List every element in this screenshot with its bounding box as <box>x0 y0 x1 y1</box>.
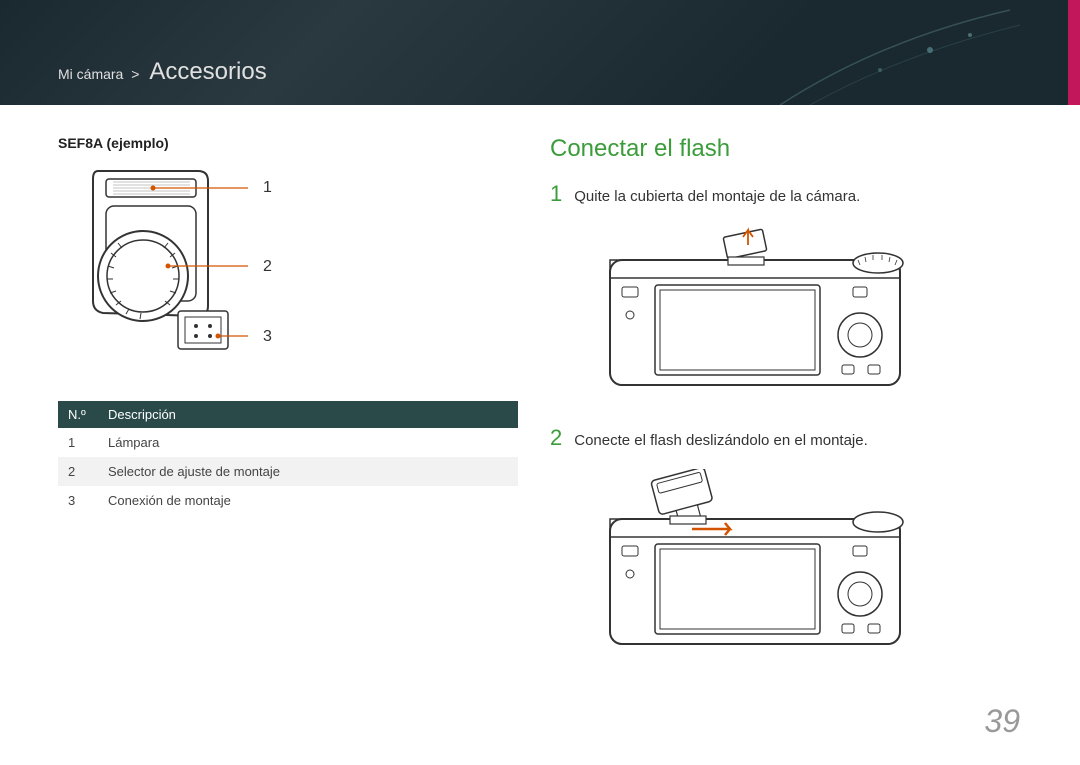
breadcrumb-separator: > <box>131 66 139 82</box>
cell-num: 3 <box>58 486 98 515</box>
accent-bar <box>1068 0 1080 105</box>
callout-3: 3 <box>263 328 272 346</box>
callout-2: 2 <box>263 258 272 276</box>
step-2: 2 Conecte el flash deslizándolo en el mo… <box>550 425 1022 451</box>
callout-1: 1 <box>263 179 272 197</box>
camera-illustration-2 <box>600 469 920 654</box>
cell-num: 1 <box>58 428 98 457</box>
section-title: Conectar el flash <box>550 135 1022 163</box>
left-column: SEF8A (ejemplo) <box>58 135 530 684</box>
table-row: 2 Selector de ajuste de montaje <box>58 457 518 486</box>
cell-desc: Conexión de montaje <box>98 486 518 515</box>
flash-subtitle: SEF8A (ejemplo) <box>58 135 530 151</box>
table-row: 3 Conexión de montaje <box>58 486 518 515</box>
parts-table: N.º Descripción 1 Lámpara 2 Selector de … <box>58 401 518 515</box>
step-number: 2 <box>550 425 562 451</box>
right-column: Conectar el flash 1 Quite la cubierta de… <box>550 135 1022 684</box>
breadcrumb-parent: Mi cámara <box>58 66 123 82</box>
cell-desc: Lámpara <box>98 428 518 457</box>
table-row: 1 Lámpara <box>58 428 518 457</box>
breadcrumb: Mi cámara > Accesorios <box>58 58 267 86</box>
flash-diagram: 1 2 3 <box>68 161 298 371</box>
page-header: Mi cámara > Accesorios <box>0 0 1080 105</box>
step-text: Conecte el flash deslizándolo en el mont… <box>574 432 868 449</box>
breadcrumb-current: Accesorios <box>149 58 266 85</box>
step-number: 1 <box>550 181 562 207</box>
header-desc: Descripción <box>98 401 518 428</box>
step-text: Quite la cubierta del montaje de la cáma… <box>574 188 860 205</box>
cell-num: 2 <box>58 457 98 486</box>
flash-illustration <box>68 161 248 371</box>
page-number: 39 <box>984 703 1020 740</box>
content-area: SEF8A (ejemplo) <box>0 105 1080 684</box>
header-decoration <box>730 0 1080 105</box>
step-1: 1 Quite la cubierta del montaje de la cá… <box>550 181 1022 207</box>
cell-desc: Selector de ajuste de montaje <box>98 457 518 486</box>
camera-illustration-1 <box>600 225 920 395</box>
header-num: N.º <box>58 401 98 428</box>
table-head: N.º Descripción <box>58 401 518 428</box>
